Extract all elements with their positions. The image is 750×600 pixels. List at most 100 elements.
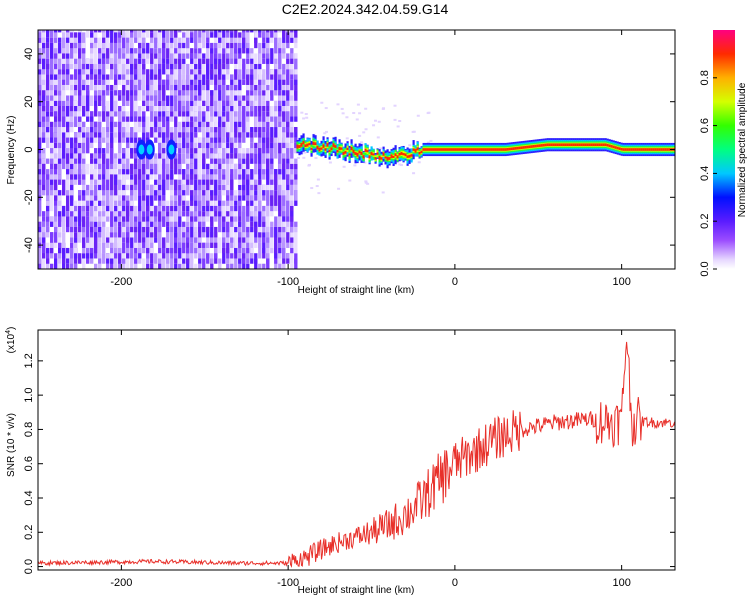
spectrogram-track-cell <box>559 143 561 146</box>
spectrogram-cell <box>242 222 245 227</box>
spectrogram-cell <box>262 237 265 242</box>
spectrogram-track-cell <box>617 147 619 150</box>
spectrogram-cell <box>210 127 213 132</box>
spectrogram-cell <box>286 59 289 64</box>
spectrogram-cell <box>254 237 257 242</box>
spectrogram-cell <box>122 127 125 132</box>
spectrogram-cell <box>186 101 189 106</box>
spectrogram-cell <box>234 127 237 132</box>
spectrogram-track-cell <box>300 143 302 147</box>
colorbar-tick-label: 0.4 <box>699 166 711 181</box>
spectrogram-cell <box>182 264 185 269</box>
spectrogram-cell <box>242 211 245 216</box>
spectrogram-cell <box>146 122 149 127</box>
spectrogram-cell <box>290 174 293 179</box>
spectrogram-track-cell <box>459 148 461 151</box>
spectrogram-cell <box>242 159 245 164</box>
spectrogram-cell <box>158 122 161 127</box>
spectrogram-cell <box>94 80 97 85</box>
spectrogram-cell <box>142 159 145 164</box>
spectrogram-cell <box>154 206 157 211</box>
spectrogram-cell <box>166 227 169 232</box>
spectrogram-cell <box>126 169 129 174</box>
spectrogram-cell <box>278 90 281 95</box>
spectrogram-cell <box>202 227 205 232</box>
spectrogram-cell <box>150 264 153 269</box>
spectrogram-cell <box>300 112 303 114</box>
spectrogram-cell <box>86 85 89 90</box>
spectrogram-cell <box>86 127 89 132</box>
spectrogram-cell <box>258 117 261 122</box>
spectrogram-cell <box>170 232 173 237</box>
snr-scale-label: (x10 <box>6 333 17 353</box>
spectrogram-cell <box>158 201 161 206</box>
spectrogram-track-cell <box>495 148 497 151</box>
spectrogram-cell <box>250 64 253 69</box>
spectrogram-cell <box>66 53 69 58</box>
spectrogram-cell <box>242 206 245 211</box>
spectrogram-cell <box>146 90 149 95</box>
spectrogram-cell <box>86 243 89 248</box>
spectrogram-cell <box>286 243 289 248</box>
spectrogram-cell <box>130 80 133 91</box>
spectrogram-cell <box>194 243 197 248</box>
spectrogram-cell <box>86 211 89 216</box>
spectrogram-track-cell <box>395 153 397 156</box>
spectrogram-cell <box>126 43 129 54</box>
spectrogram-track-cell <box>597 143 599 146</box>
spectrogram-cell <box>198 69 201 74</box>
spectrogram-track-cell <box>359 150 361 153</box>
spectrogram-cell <box>226 74 229 79</box>
spectrogram-cell <box>250 90 253 95</box>
spectrogram-cell <box>166 111 169 116</box>
spectrogram-cell <box>114 159 117 164</box>
spectrogram-cell <box>138 127 141 132</box>
spectrogram-cell <box>234 111 237 116</box>
spectrogram-cell <box>74 95 77 100</box>
spectrogram-cell <box>270 195 273 200</box>
spectrogram-cell <box>218 95 221 100</box>
spectrogram-cell <box>190 153 193 158</box>
spectrogram-cell <box>282 169 285 174</box>
spectrogram-cell <box>154 111 157 116</box>
spectrogram-cell <box>286 74 289 79</box>
spectrogram-cell <box>194 48 197 53</box>
spectrogram-track-cell <box>471 148 473 151</box>
spectrogram-cell <box>234 143 237 148</box>
spectrogram-track-cell <box>361 152 363 155</box>
spectrogram-track-cell <box>463 148 465 151</box>
spectrogram-cell <box>356 118 359 120</box>
spectrogram-cell <box>210 106 213 111</box>
spectrogram-track-cell <box>503 148 505 151</box>
spectrogram-cell <box>66 43 69 54</box>
spectrogram-cell <box>206 237 209 242</box>
spectrogram-track-cell <box>487 148 489 151</box>
spectrogram-track-cell <box>352 150 354 154</box>
spectrogram-track-cell <box>583 143 585 146</box>
spectrogram-cell <box>234 195 237 200</box>
spectrogram-blob <box>147 145 153 155</box>
spectrogram-cell <box>106 153 109 158</box>
spectrogram-cell <box>122 243 125 254</box>
spectrogram-cell <box>290 38 293 43</box>
spectrogram-cell <box>316 185 319 187</box>
spectrogram-cell <box>202 59 205 64</box>
spectrogram-cell <box>74 227 77 232</box>
spectrogram-cell <box>82 122 85 127</box>
spectrogram-track-cell <box>437 148 439 151</box>
spectrogram-track-cell <box>439 148 441 151</box>
spectrogram-cell <box>70 117 73 122</box>
spectrogram-cell <box>102 95 105 111</box>
spectrogram-cell <box>78 122 81 127</box>
spectrogram-cell <box>130 237 133 248</box>
spectrogram-cell <box>94 106 97 117</box>
spectrogram-cell <box>90 80 93 91</box>
spectrogram-cell <box>122 227 125 232</box>
spectrogram-cell <box>214 148 217 153</box>
spectrogram-cell <box>54 38 57 43</box>
spectrogram-cell <box>218 153 221 158</box>
spectrogram-track-cell <box>563 143 565 146</box>
spectrogram-cell <box>238 190 241 195</box>
spectrogram-cell <box>110 132 113 143</box>
spectrogram-cell <box>90 111 93 116</box>
